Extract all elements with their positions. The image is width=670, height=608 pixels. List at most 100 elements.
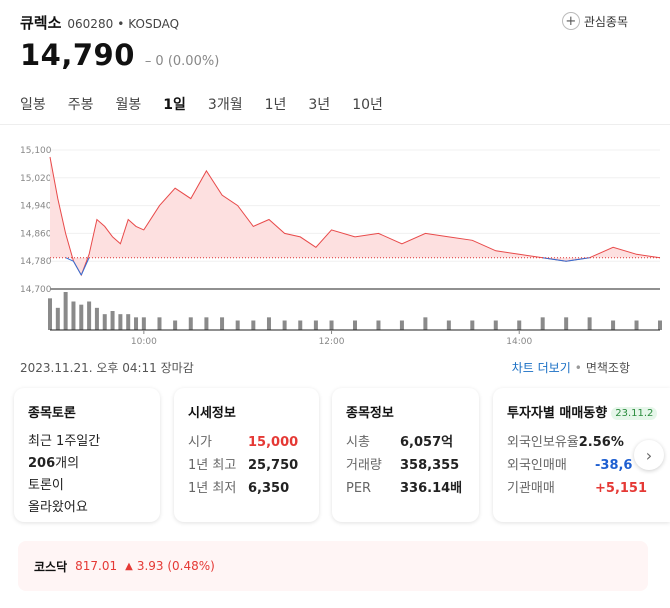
- chevron-right-icon[interactable]: ›: [634, 440, 664, 470]
- stock-info-title: 종목정보: [346, 406, 394, 421]
- volume-bar: [353, 320, 357, 330]
- volume-bar: [63, 292, 68, 330]
- kv-key: 외국인매매: [507, 458, 567, 473]
- tab-0[interactable]: 일봉: [20, 97, 46, 113]
- price-change: 0 (0.00%): [155, 54, 220, 69]
- x-tick-label: 10:00: [131, 337, 157, 347]
- investor-card[interactable]: 투자자별 매매동향 23.11.2 외국인보유율 2.56% 외국인매매 -38,6 …: [493, 388, 670, 522]
- tab-4[interactable]: 3개월: [207, 97, 243, 113]
- volume-bar: [141, 317, 146, 330]
- volume-bar: [423, 317, 428, 330]
- volume-bar: [313, 320, 318, 330]
- stock-header: 큐렉소 060280 • KOSDAQ: [20, 12, 179, 34]
- investor-row-foreign: 외국인매매 -38,6: [507, 454, 656, 477]
- stock-row-cap: 시총 6,057억: [346, 431, 465, 454]
- timestamp: 2023.11.21. 오후 04:11 장마감: [20, 361, 194, 375]
- code-separator: •: [117, 17, 125, 31]
- kosdaq-label: 코스닥: [34, 559, 68, 574]
- discussion-line2: 개의: [55, 456, 80, 471]
- price-line-down: [65, 257, 74, 262]
- kv-key: 시총: [346, 435, 370, 450]
- kv-key: 거래량: [346, 458, 382, 473]
- kv-value: 2.56%: [578, 435, 624, 450]
- stock-info-card[interactable]: 종목정보 시총 6,057억 거래량 358,355 PER 336.14배: [332, 388, 479, 522]
- market-name: KOSDAQ: [128, 17, 180, 31]
- volume-bar: [126, 314, 131, 330]
- kv-value: 25,750: [248, 458, 299, 473]
- volume-bar: [399, 320, 404, 330]
- disclaimer-link[interactable]: 면책조항: [585, 361, 630, 375]
- price-info-card[interactable]: 시세정보 시가 15,000 1년 최고 25,750 1년 최저 6,350: [174, 388, 319, 522]
- kv-key: 1년 최고: [188, 458, 237, 473]
- volume-bar: [134, 317, 139, 330]
- y-tick-label: 14,940: [20, 202, 52, 212]
- volume-bar: [220, 317, 225, 330]
- date-badge: 23.11.2: [611, 407, 658, 420]
- discussion-card[interactable]: 종목토론 최근 1주일간 206개의 토론이 올라왔어요: [14, 388, 160, 522]
- y-tick-label: 15,100: [20, 146, 52, 156]
- tab-7[interactable]: 10년: [352, 97, 383, 113]
- kv-key: 기관매매: [507, 481, 555, 496]
- price-row: 14,790 – 0 (0.00%): [20, 38, 219, 72]
- current-price: 14,790: [20, 38, 135, 72]
- tab-2[interactable]: 월봉: [115, 97, 142, 113]
- discussion-line4: 올라왔어요: [28, 500, 88, 515]
- investor-title-line: 투자자별 매매동향 23.11.2: [507, 402, 658, 421]
- kv-value: +5,151: [595, 481, 648, 496]
- stock-row-per: PER 336.14배: [346, 477, 465, 500]
- tabs-divider: [0, 124, 670, 125]
- stock-row-volume: 거래량 358,355: [346, 454, 465, 477]
- stock-code: 060280: [67, 17, 114, 31]
- stock-name: 큐렉소: [20, 14, 62, 32]
- intraday-chart[interactable]: 15,100 15,020 14,940 14,860 14,780 14,700 10:0…: [0, 140, 670, 350]
- tab-3[interactable]: 1일: [163, 97, 186, 113]
- volume-bar: [376, 320, 381, 330]
- kv-value: 336.14배: [400, 481, 463, 496]
- kv-key: 1년 최저: [188, 481, 237, 496]
- volume-bar: [329, 320, 334, 330]
- price-line-down: [80, 257, 90, 276]
- volume-bar: [298, 320, 303, 330]
- more-chart-link[interactable]: 차트 더보기: [511, 361, 571, 375]
- price-line: [49, 156, 661, 277]
- kv-key: 시가: [188, 435, 212, 450]
- volume-bar: [235, 320, 240, 330]
- tab-5[interactable]: 1년: [264, 97, 287, 113]
- kv-key: PER: [346, 481, 372, 496]
- change-symbol: –: [144, 54, 152, 69]
- tab-6[interactable]: 3년: [308, 97, 331, 113]
- kv-value: 6,057억: [400, 435, 454, 450]
- kosdaq-index-bar[interactable]: 코스닥 817.01 ▲ 3.93 (0.48%): [18, 541, 648, 591]
- volume-bar: [470, 320, 475, 330]
- volume-bar: [587, 317, 592, 330]
- volume-bar: [87, 301, 92, 330]
- y-tick-label: 15,020: [20, 174, 52, 184]
- kv-value: -38,6: [595, 458, 633, 473]
- volume-bar: [611, 320, 616, 330]
- watchlist-button[interactable]: + 관심종목: [561, 12, 628, 30]
- period-tabs: 일봉 주봉 월봉 1일 3개월 1년 3년 10년: [20, 94, 405, 120]
- price-row-open: 시가 15,000: [188, 431, 305, 454]
- kv-value: 358,355: [400, 458, 460, 473]
- x-tick-label: 12:00: [319, 337, 345, 347]
- price-line-down: [73, 260, 82, 276]
- investor-row-holding: 외국인보유율 2.56%: [507, 431, 656, 454]
- volume-bar: [517, 320, 522, 330]
- price-row-low: 1년 최저 6,350: [188, 477, 305, 500]
- kosdaq-change: 3.93 (0.48%): [136, 559, 215, 573]
- up-arrow-icon: ▲: [125, 560, 133, 572]
- price-row-high: 1년 최고 25,750: [188, 454, 305, 477]
- discussion-line3: 토론이: [28, 478, 64, 493]
- links-separator: •: [574, 361, 582, 375]
- y-tick-label: 14,860: [20, 229, 52, 239]
- volume-bar: [157, 317, 162, 330]
- investor-title: 투자자별 매매동향: [507, 406, 608, 421]
- tab-1[interactable]: 주봉: [67, 97, 94, 113]
- volume-bar: [493, 320, 498, 330]
- volume-bar: [188, 317, 193, 330]
- price-info-title: 시세정보: [188, 406, 236, 421]
- discussion-count: 206: [28, 456, 56, 471]
- volume-bar: [173, 320, 178, 330]
- volume-bar: [71, 301, 76, 330]
- volume-bar: [110, 311, 115, 330]
